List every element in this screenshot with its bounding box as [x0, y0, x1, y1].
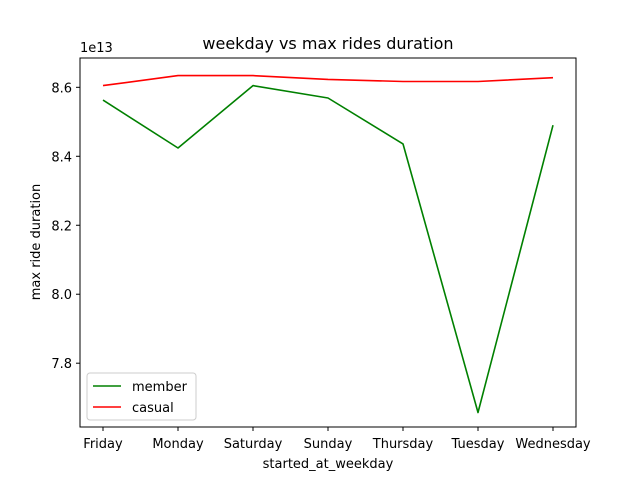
- series-layer: [102, 74, 554, 414]
- x-axis-ticks: Friday Monday Saturday Sunday Thursday Tuesda…: [83, 427, 591, 452]
- x-tick-label: Monday: [152, 437, 204, 452]
- x-axis-label: started_at_weekday: [263, 457, 394, 472]
- y-tick-label: 7.8: [51, 357, 72, 372]
- chart-title: weekday vs max rides duration: [202, 34, 453, 53]
- y-offset-label: 1e13: [80, 41, 113, 56]
- x-tick-label: Wednesday: [515, 437, 591, 452]
- y-tick-label: 8.0: [51, 288, 72, 303]
- x-tick-label: Thursday: [372, 437, 434, 452]
- y-axis-label: max ride duration: [29, 184, 44, 301]
- x-tick-label: Saturday: [224, 437, 283, 452]
- legend-label-member: member: [132, 380, 188, 395]
- legend: member casual: [86, 372, 197, 421]
- legend-label-casual: casual: [132, 401, 174, 416]
- x-tick-label: Friday: [83, 437, 123, 452]
- legend-box: [86, 372, 197, 421]
- y-tick-label: 8.6: [51, 81, 72, 96]
- series-line-member: [102, 84, 554, 414]
- y-axis-ticks: 7.8 8.0 8.2 8.4 8.6: [51, 81, 80, 372]
- x-tick-label: Sunday: [304, 437, 353, 452]
- y-tick-label: 8.2: [51, 219, 72, 234]
- y-tick-label: 8.4: [51, 150, 72, 165]
- series-line-casual: [102, 74, 554, 87]
- x-tick-label: Tuesday: [451, 437, 505, 452]
